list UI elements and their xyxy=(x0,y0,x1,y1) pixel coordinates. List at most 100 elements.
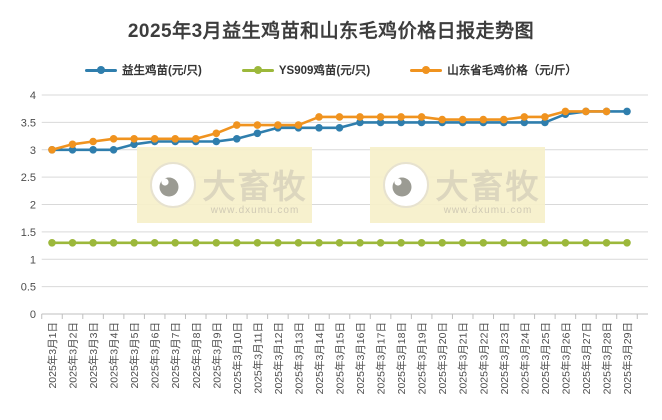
data-point xyxy=(150,135,159,143)
data-point xyxy=(582,107,590,116)
chart-title: 2025年3月益生鸡苗和山东毛鸡价格日报走势图 xyxy=(127,21,535,42)
x-axis-tick-label: 2025年3月21日 xyxy=(457,322,470,394)
data-point xyxy=(602,239,611,247)
legend-item-ys909-chick: YS909鸡苗(元/只) xyxy=(241,62,371,78)
data-point xyxy=(130,140,138,149)
watermark-url: www.dxumu.com xyxy=(210,205,300,216)
x-axis-labels: 2025年3月1日 2025年3月2日 2025年3月3日 2025年3月4日 2025… xyxy=(46,322,634,394)
data-point xyxy=(68,146,77,154)
data-point xyxy=(356,118,364,127)
x-axis-tick-label: 2025年3月3日 xyxy=(87,322,100,389)
data-point xyxy=(458,239,467,247)
line-marker-icon xyxy=(85,66,118,74)
data-point xyxy=(253,129,262,138)
x-axis-tick-label: 2025年3月28日 xyxy=(600,322,613,394)
data-point xyxy=(397,118,405,127)
data-point xyxy=(335,113,344,121)
y-axis-tick-label: 1.5 xyxy=(21,227,36,239)
data-point xyxy=(274,239,282,247)
x-axis-tick-label: 2025年3月6日 xyxy=(149,322,162,389)
data-point xyxy=(397,113,405,121)
data-point xyxy=(212,129,221,138)
data-point xyxy=(212,239,221,247)
data-point xyxy=(233,239,241,247)
x-axis-tick-label: 2025年3月13日 xyxy=(292,322,305,394)
data-point xyxy=(561,107,570,116)
data-point xyxy=(520,118,529,127)
data-point xyxy=(561,239,570,247)
x-axis-tick-label: 2025年3月16日 xyxy=(354,322,367,394)
data-point xyxy=(294,239,303,247)
gridlines: 0 0.5 1 1.5 2 2.5 3 3.5 4 xyxy=(21,90,648,321)
x-axis-tick-label: 2025年3月4日 xyxy=(108,322,121,389)
chart-legend: 益生鸡苗(元/只) YS909鸡苗(元/只) 山东省毛鸡价格（元/斤） xyxy=(0,62,662,78)
data-point xyxy=(212,137,221,146)
x-axis-tick-label: 2025年3月7日 xyxy=(169,322,182,389)
data-point xyxy=(315,239,323,247)
data-point xyxy=(253,121,262,129)
data-point xyxy=(356,113,364,121)
y-axis-tick-label: 4 xyxy=(30,90,36,102)
data-point xyxy=(356,239,364,247)
x-axis-tick-label: 2025年3月14日 xyxy=(313,322,326,394)
data-point xyxy=(582,239,590,247)
data-point xyxy=(48,239,56,247)
legend-label: 山东省毛鸡价格（元/斤） xyxy=(447,65,577,77)
data-point xyxy=(171,135,179,143)
x-axis-tick-label: 2025年3月18日 xyxy=(395,322,408,394)
x-axis-tick-label: 2025年3月29日 xyxy=(621,322,634,394)
series-2 xyxy=(48,107,611,154)
data-point xyxy=(520,239,529,247)
y-axis-tick-label: 2.5 xyxy=(21,172,36,184)
y-axis-tick-label: 1 xyxy=(30,254,36,266)
data-point xyxy=(171,239,179,247)
data-point xyxy=(68,140,77,149)
legend-label: YS909鸡苗(元/只) xyxy=(278,65,371,77)
data-point xyxy=(623,239,631,247)
data-point xyxy=(500,239,508,247)
x-axis-ticks xyxy=(41,314,638,319)
data-point xyxy=(89,137,97,146)
y-axis-tick-label: 3.5 xyxy=(21,117,36,129)
x-axis-tick-label: 2025年3月1日 xyxy=(46,322,59,389)
data-point xyxy=(253,239,262,247)
data-point xyxy=(500,115,508,124)
data-point xyxy=(376,118,385,127)
data-point xyxy=(438,239,447,247)
legend-item-yisheng-chick: 益生鸡苗(元/只) xyxy=(85,62,202,78)
x-axis-tick-label: 2025年3月2日 xyxy=(67,322,80,389)
data-point xyxy=(130,239,138,247)
data-point xyxy=(192,135,200,143)
line-marker-icon xyxy=(410,66,443,74)
y-axis-tick-label: 0.5 xyxy=(21,282,36,294)
data-point xyxy=(479,115,488,124)
line-marker-icon xyxy=(241,66,274,74)
watermark-brand: 大畜牧 xyxy=(436,168,541,205)
legend-label: 益生鸡苗(元/只) xyxy=(122,65,202,77)
data-point xyxy=(602,107,611,116)
x-axis-tick-label: 2025年3月27日 xyxy=(580,322,593,394)
data-point xyxy=(479,239,488,247)
watermark-brand: 大畜牧 xyxy=(203,168,308,205)
data-point xyxy=(130,135,138,143)
series-1 xyxy=(48,239,631,247)
data-point xyxy=(233,135,241,143)
data-point xyxy=(335,239,344,247)
x-axis-tick-label: 2025年3月15日 xyxy=(334,322,347,394)
x-axis-tick-label: 2025年3月17日 xyxy=(375,322,388,394)
data-point xyxy=(397,239,405,247)
data-point xyxy=(520,113,529,121)
data-point xyxy=(315,124,323,132)
data-point xyxy=(458,115,467,124)
x-axis-tick-label: 2025年3月11日 xyxy=(251,322,264,394)
data-point xyxy=(192,239,200,247)
data-point xyxy=(541,113,549,121)
x-axis-tick-label: 2025年3月26日 xyxy=(559,322,572,394)
data-point xyxy=(315,113,323,121)
x-axis-tick-label: 2025年3月8日 xyxy=(190,322,203,389)
legend-item-shandong-broiler: 山东省毛鸡价格（元/斤） xyxy=(410,62,577,78)
data-point xyxy=(109,239,118,247)
